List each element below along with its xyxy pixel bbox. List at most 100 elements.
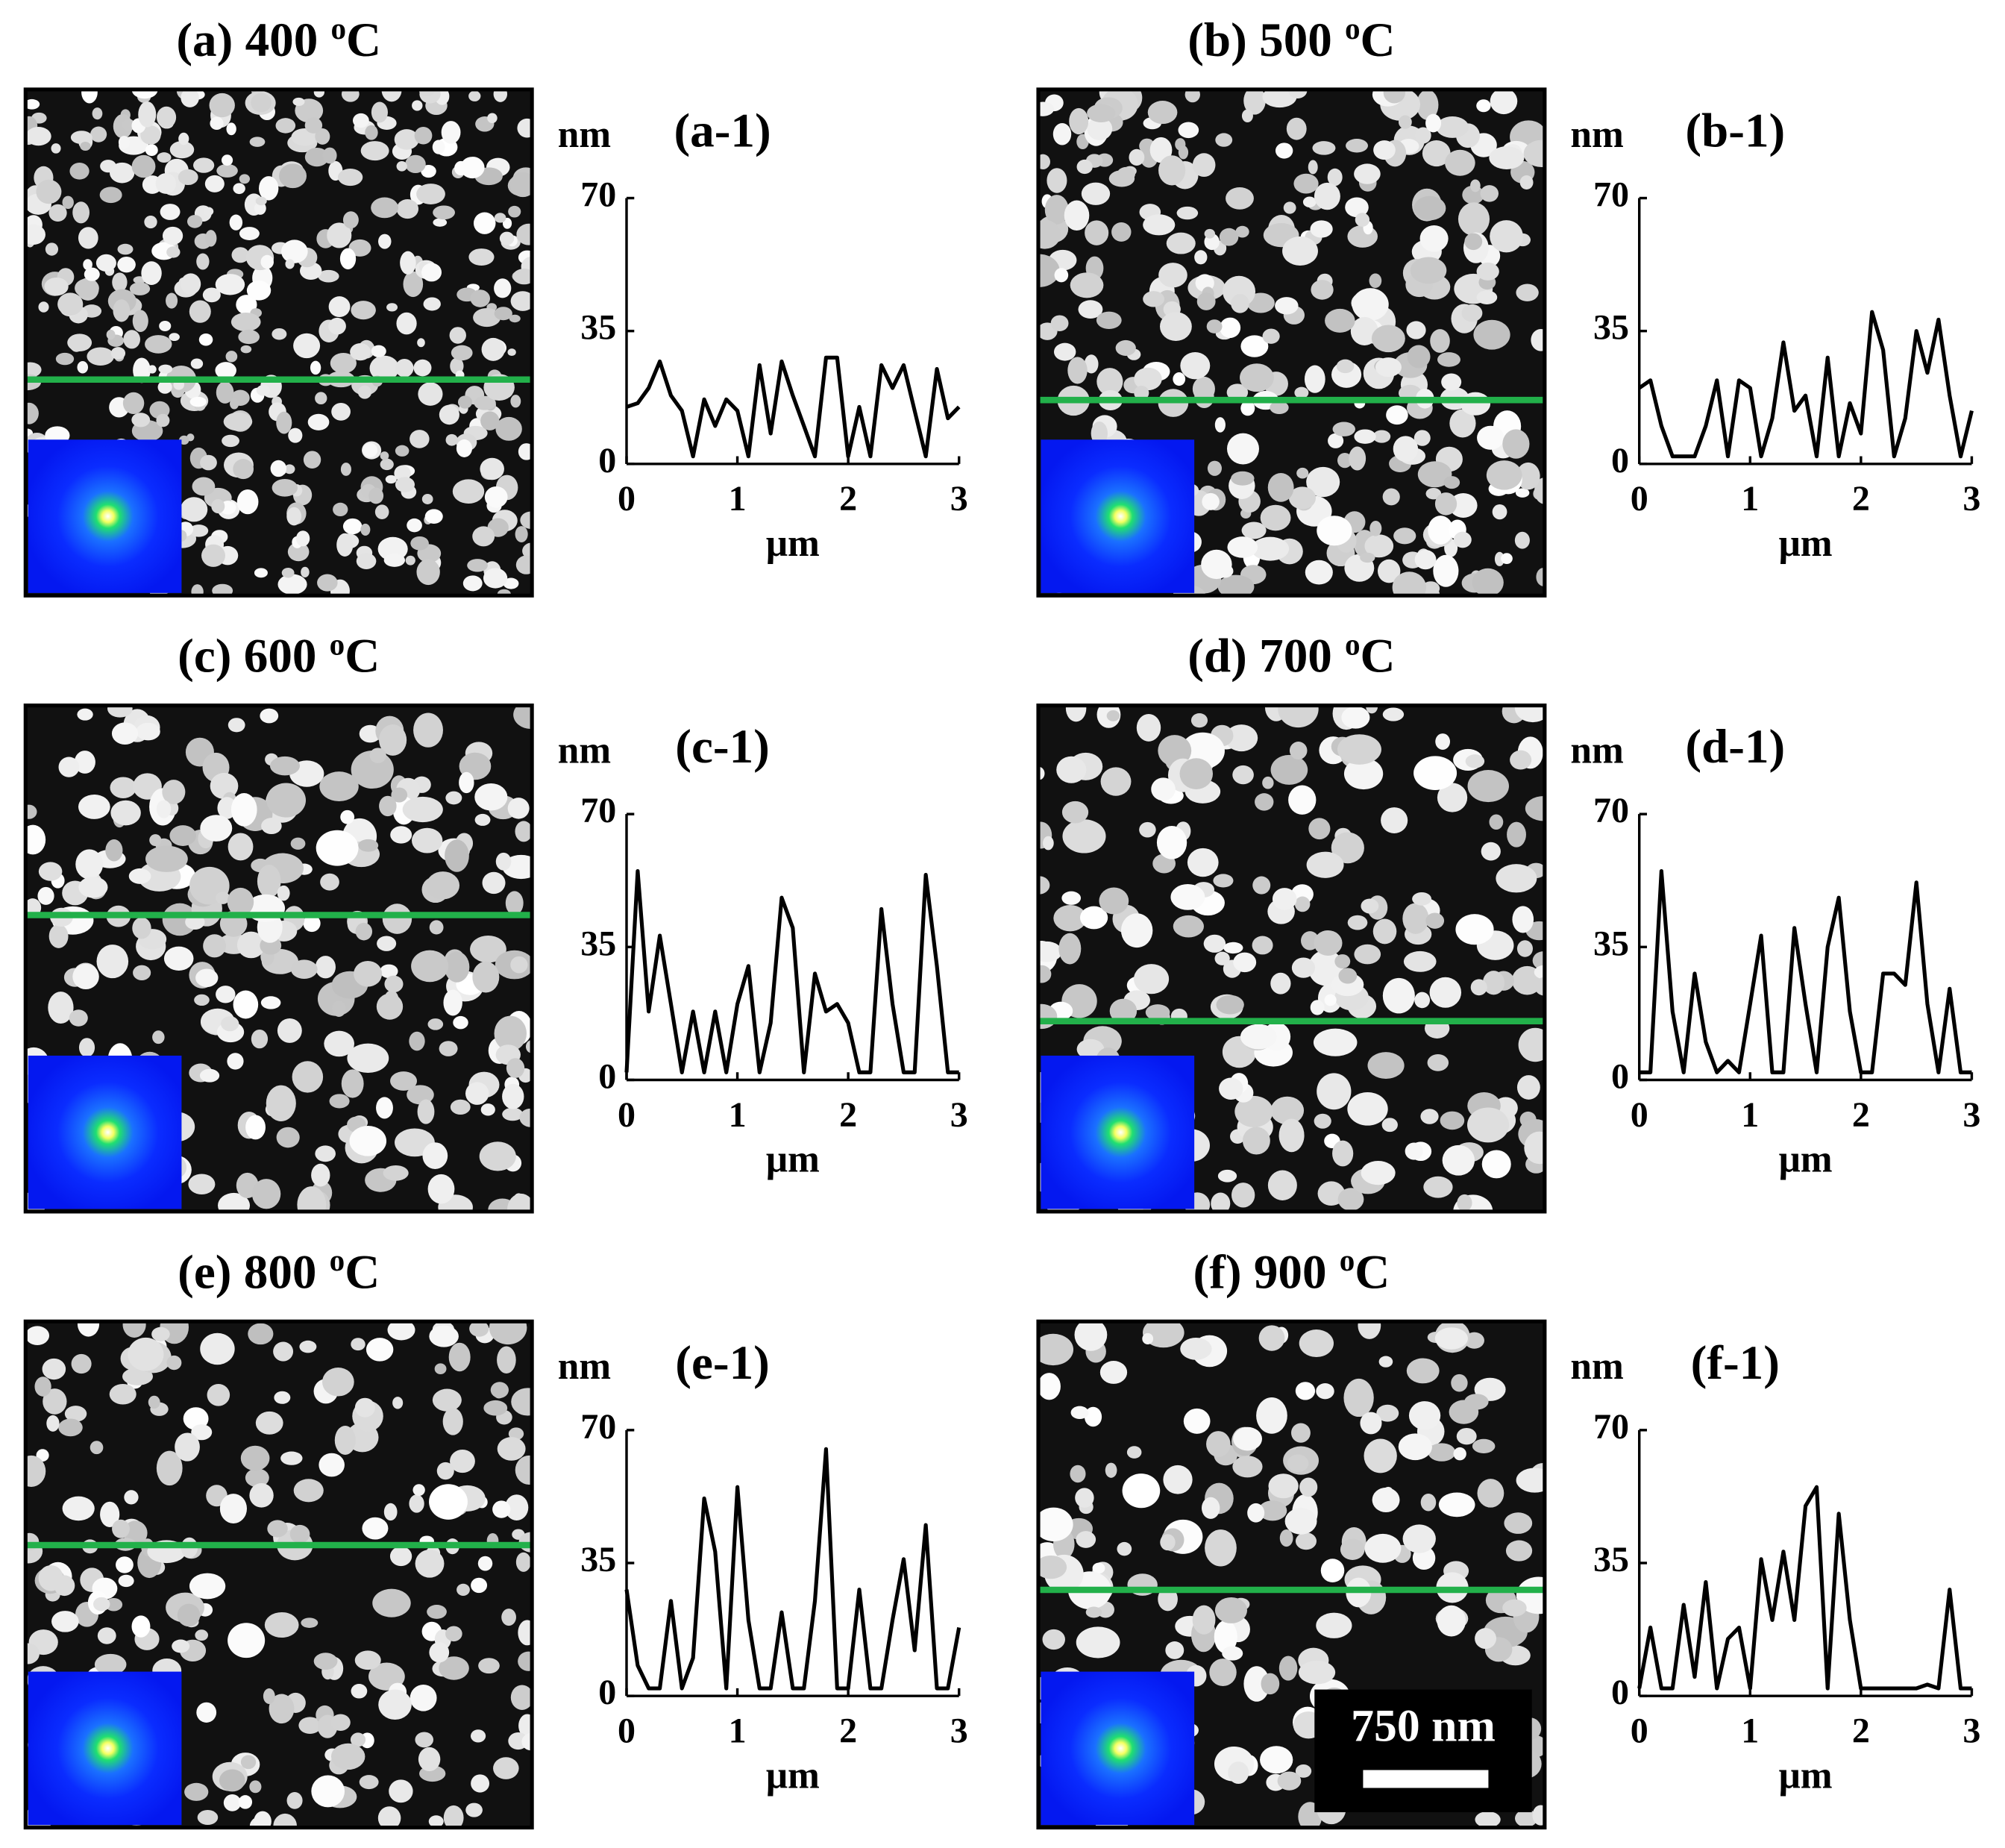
particle — [295, 530, 310, 547]
particle — [254, 1811, 272, 1828]
particle — [1295, 1382, 1316, 1400]
particle — [37, 886, 54, 905]
particle — [493, 89, 508, 102]
x-tick-label: 1 — [1741, 1711, 1759, 1751]
particle — [450, 357, 464, 375]
particle — [1160, 1534, 1176, 1551]
particle — [421, 263, 442, 282]
particle — [169, 333, 180, 342]
particle — [191, 1424, 213, 1441]
particle — [1143, 214, 1176, 236]
particle — [1332, 1140, 1354, 1167]
image-title-text: (b) 500 — [1187, 13, 1332, 67]
particle — [236, 931, 266, 959]
particle — [515, 821, 533, 842]
particle — [1270, 1096, 1305, 1125]
particle — [1398, 1433, 1432, 1461]
particle — [480, 1103, 495, 1116]
particle — [1069, 107, 1089, 135]
particle — [371, 197, 399, 219]
particle — [128, 1337, 164, 1371]
particle — [448, 1342, 471, 1372]
x-axis-label: μm — [1779, 1138, 1833, 1181]
particle — [414, 127, 433, 145]
image-title-unit: C — [1355, 1245, 1390, 1299]
particle — [1451, 1374, 1468, 1392]
particle — [315, 128, 330, 145]
particle — [1332, 422, 1355, 436]
particle — [1201, 549, 1232, 580]
image-title-sup: o — [1340, 1244, 1355, 1278]
particle — [1252, 936, 1273, 955]
particle — [1293, 173, 1319, 194]
particle — [434, 1363, 447, 1375]
particle — [219, 1494, 248, 1524]
particle — [1143, 291, 1164, 307]
particle — [1204, 228, 1215, 239]
particle — [356, 553, 377, 569]
particle — [1437, 783, 1468, 812]
particle — [94, 1653, 127, 1676]
particle — [1159, 312, 1192, 342]
particle — [1252, 876, 1271, 895]
particle — [1430, 329, 1450, 353]
particle — [249, 1483, 274, 1508]
particle — [178, 169, 198, 185]
particle — [1453, 531, 1472, 548]
particle — [1481, 842, 1501, 861]
particle — [1166, 232, 1196, 254]
particle — [1282, 236, 1318, 266]
particle — [311, 1163, 330, 1187]
particle — [131, 154, 156, 178]
particle — [372, 1588, 411, 1617]
particle — [465, 1082, 489, 1105]
particle — [75, 278, 99, 298]
particle — [1241, 109, 1253, 123]
particle — [1381, 807, 1408, 833]
particle — [1270, 754, 1308, 785]
particle — [1438, 1492, 1475, 1517]
particle — [329, 1094, 350, 1109]
particle — [396, 198, 419, 219]
particle — [38, 862, 63, 881]
particle — [71, 1353, 92, 1374]
particle — [507, 798, 530, 819]
particle — [1120, 913, 1153, 948]
particle — [166, 246, 181, 258]
particle — [410, 1685, 437, 1711]
particle — [201, 544, 225, 567]
particle — [1038, 1555, 1067, 1579]
particle — [110, 800, 141, 826]
particle — [1476, 290, 1498, 304]
x-tick-label: 0 — [618, 1095, 636, 1135]
particle — [255, 1411, 283, 1435]
particle — [190, 358, 204, 369]
chart-title: (c-1) — [675, 720, 770, 774]
particle — [427, 1018, 444, 1030]
particle — [1378, 1356, 1393, 1368]
particle — [387, 1321, 415, 1341]
particle — [99, 187, 122, 204]
particle — [1294, 386, 1309, 399]
particle — [429, 920, 444, 935]
particle — [1074, 1321, 1108, 1351]
particle — [1514, 531, 1530, 549]
particle — [412, 827, 443, 853]
particle — [1376, 1404, 1399, 1422]
particle — [315, 392, 327, 404]
particle — [1502, 429, 1530, 459]
particle — [429, 1484, 468, 1520]
particle — [411, 950, 449, 983]
particle — [380, 451, 389, 460]
particle — [1336, 359, 1355, 374]
particle — [1243, 89, 1266, 115]
particle — [1202, 492, 1220, 510]
particle — [1136, 714, 1161, 742]
particle — [204, 230, 217, 247]
x-axis-label: μm — [1779, 1754, 1833, 1797]
particle — [1206, 1431, 1231, 1457]
particle — [1117, 1541, 1132, 1556]
image-title: (e) 800 oC — [178, 1244, 380, 1300]
particle — [369, 355, 399, 381]
particle — [363, 442, 377, 458]
